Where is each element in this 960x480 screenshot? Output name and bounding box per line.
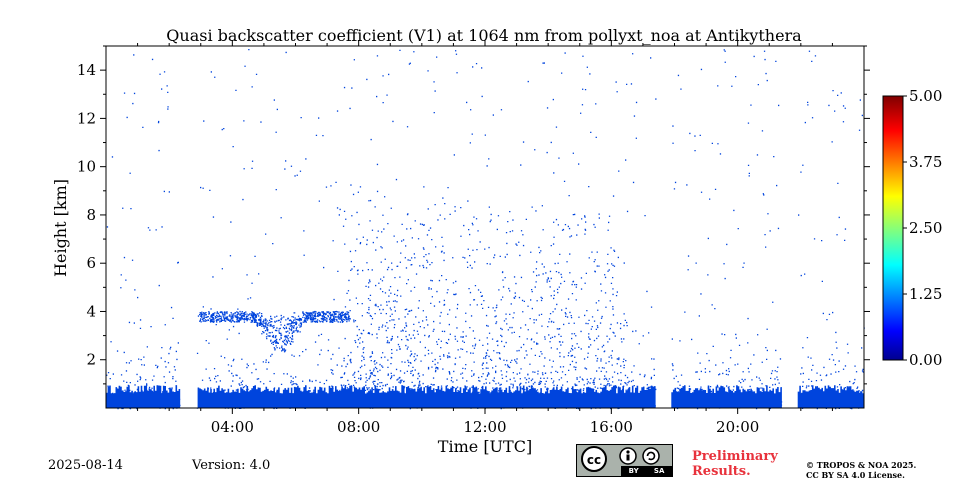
- preliminary-line-2: Results.: [692, 464, 751, 479]
- x-tick-label: 04:00: [211, 418, 254, 436]
- heatmap-layer: [106, 49, 865, 410]
- x-tick-label: 20:00: [716, 418, 759, 436]
- y-tick-label: 8: [86, 206, 96, 224]
- colorbar-ticks: 0.00 1.25 2.50 3.75 5.00: [903, 87, 942, 369]
- colorbar: [882, 95, 904, 361]
- colorbar-tick-label: 2.50: [909, 219, 942, 237]
- cc-license-badge: cc BY SA: [576, 444, 673, 477]
- x-tick-label: 16:00: [590, 418, 633, 436]
- cc-by-label: BY: [628, 467, 639, 475]
- y-tick-label: 10: [77, 158, 96, 176]
- copyright-line-1: © TROPOS & NOA 2025.: [806, 460, 917, 470]
- cc-license-labels: BY SA: [621, 466, 672, 476]
- y-tick-label: 6: [86, 254, 96, 272]
- preliminary-line-1: Preliminary: [692, 449, 778, 464]
- copyright-line-2: CC BY SA 4.0 License.: [806, 470, 905, 480]
- chart-title: Quasi backscatter coefficient (V1) at 10…: [166, 26, 802, 45]
- y-axis: 2 4 6 8 10 12 14: [77, 45, 870, 385]
- footer-date: 2025-08-14: [48, 458, 123, 473]
- colorbar-tick-label: 3.75: [909, 153, 942, 171]
- svg-text:cc: cc: [587, 453, 601, 467]
- cc-icon: cc: [581, 446, 660, 472]
- y-tick-label: 12: [77, 109, 96, 127]
- y-axis-label: Height [km]: [51, 179, 70, 277]
- colorbar-tick-label: 0.00: [909, 351, 942, 369]
- y-tick-label: 2: [86, 351, 96, 369]
- preliminary-notice: Preliminary Results.: [692, 449, 778, 479]
- colorbar-tick-label: 5.00: [909, 87, 942, 105]
- x-axis-label: Time [UTC]: [438, 437, 532, 456]
- x-axis: 04:00 08:00 12:00 16:00 20:00: [137, 40, 833, 436]
- y-tick-label: 14: [77, 61, 96, 79]
- plot-frame: [105, 45, 865, 409]
- x-tick-label: 12:00: [463, 418, 506, 436]
- colorbar-tick-label: 1.25: [909, 285, 942, 303]
- backscatter-signal: [106, 49, 865, 410]
- cc-sa-label: SA: [653, 467, 665, 475]
- copyright-notice: © TROPOS & NOA 2025. CC BY SA 4.0 Licens…: [806, 460, 916, 480]
- x-tick-label: 08:00: [337, 418, 380, 436]
- footer-version: Version: 4.0: [192, 458, 271, 473]
- y-tick-label: 4: [86, 302, 96, 320]
